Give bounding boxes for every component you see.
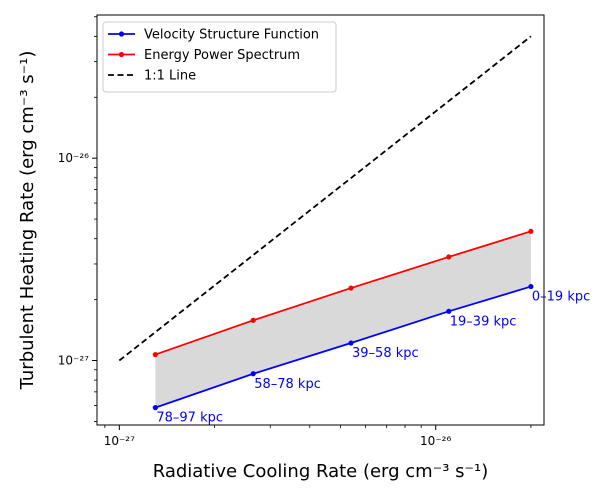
velocity-structure-function-point: [250, 371, 256, 377]
y-axis-label: Turbulent Heating Rate (erg cm⁻³ s⁻¹): [17, 51, 38, 391]
x-tick-label: 10⁻²⁶: [420, 434, 451, 448]
y-tick-label: 10⁻²⁷: [58, 354, 89, 368]
x-tick-label: 10⁻²⁷: [104, 434, 135, 448]
velocity-structure-function-point: [152, 405, 158, 411]
energy-power-spectrum-point: [152, 351, 158, 358]
fill-between-region: [155, 231, 531, 408]
axis-ticks: 10⁻²⁷ 10⁻²⁶ 10⁻²⁷ 10⁻²⁶: [58, 16, 532, 448]
legend-entry-label: Velocity Structure Function: [144, 28, 319, 43]
x-axis-label: Radiative Cooling Rate (erg cm⁻³ s⁻¹): [153, 461, 489, 482]
energy-power-spectrum-point: [250, 317, 256, 323]
distance-annotation: 39–58 kpc: [352, 346, 419, 361]
legend-marker: [118, 31, 125, 37]
1-1-line-line: [118, 35, 532, 362]
legend-box: [102, 21, 337, 93]
legend-entry-label: Energy Power Spectrum: [144, 48, 300, 63]
distance-annotation: 19–39 kpc: [450, 314, 517, 329]
plot-area: 78–97 kpc 58–78 kpc 39–58 kpc 19–39 kpc 0–19…: [118, 35, 590, 426]
distance-annotation: 0–19 kpc: [532, 290, 590, 305]
velocity-structure-function-point: [348, 340, 354, 346]
energy-power-spectrum-point: [528, 228, 534, 234]
legend-entry-label: 1:1 Line: [144, 69, 196, 84]
distance-annotation: 78–97 kpc: [156, 411, 223, 426]
velocity-structure-function-point: [446, 308, 452, 314]
distance-annotation: 58–78 kpc: [254, 377, 321, 392]
velocity-structure-function-point: [528, 283, 534, 290]
legend-marker: [118, 51, 125, 58]
axes-frame: [96, 14, 545, 426]
legend: Velocity Structure Function Energy Power …: [102, 21, 337, 93]
energy-power-spectrum-point: [348, 285, 354, 291]
energy-power-spectrum-point: [446, 254, 452, 260]
y-tick-label: 10⁻²⁶: [58, 151, 89, 165]
